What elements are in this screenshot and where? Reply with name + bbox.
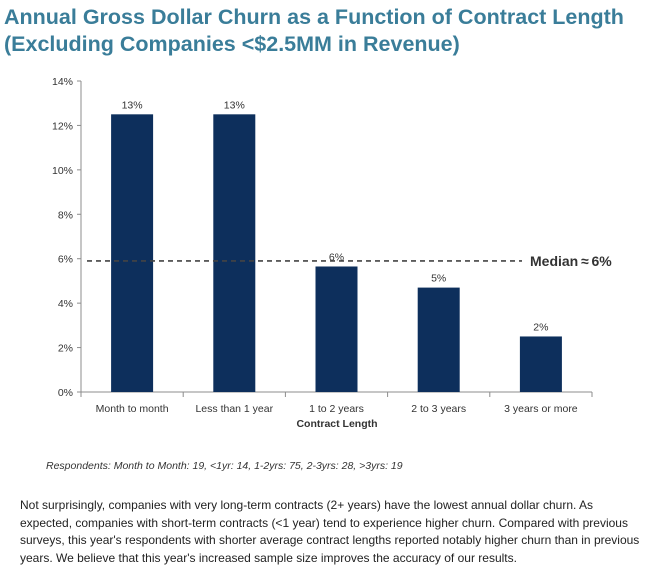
y-tick-label: 12% [52, 120, 73, 132]
x-tick-label: 3 years or more [504, 403, 578, 415]
commentary-paragraph: Not surprisingly, companies with very lo… [20, 498, 640, 565]
bar [111, 114, 154, 393]
y-tick-label: 10% [52, 165, 73, 177]
x-axis-label: Contract Length [296, 418, 377, 430]
bar-value-label: 2% [533, 321, 548, 333]
x-tick-label: Month to month [96, 403, 169, 415]
chart-title-line-2: (Excluding Companies <$2.5MM in Revenue) [4, 32, 460, 56]
median-reference: Median ≈ 6% [87, 253, 612, 269]
median-label: Median ≈ 6% [530, 253, 612, 269]
chart-title-line-1: Annual Gross Dollar Churn as a Function … [4, 5, 624, 29]
x-tick-label: Less than 1 year [195, 403, 273, 415]
bar-value-label: 13% [224, 99, 245, 111]
x-tick-label: 2 to 3 years [411, 403, 466, 415]
bar [417, 287, 460, 392]
chart-title: Annual Gross Dollar Churn as a Function … [4, 4, 644, 58]
x-tick-label: 1 to 2 years [309, 403, 364, 415]
bar [213, 114, 256, 393]
y-tick-label: 4% [58, 298, 73, 310]
y-tick-label: 6% [58, 254, 73, 266]
x-axis: Month to month Less than 1 year 1 to 2 yea… [80, 391, 593, 415]
bars [111, 114, 562, 393]
y-tick-label: 0% [58, 387, 73, 399]
bar [519, 336, 562, 392]
bar-value-label: 5% [431, 273, 446, 285]
data-labels: 13% 13%6%5%2% [122, 99, 549, 333]
y-axis: 0% 2% 4% 6% 8% 10% 12% 14% [52, 76, 82, 399]
bar-chart: 0% 2% 4% 6% 8% 10% 12% 14% Month to month Less t… [52, 76, 612, 430]
y-tick-label: 2% [58, 343, 73, 355]
bar [315, 266, 358, 392]
bar-value-label: 13% [122, 99, 143, 111]
y-tick-label: 14% [52, 76, 73, 88]
respondents-note: Respondents: Month to Month: 19, <1yr: 1… [46, 460, 403, 472]
y-tick-label: 8% [58, 209, 73, 221]
